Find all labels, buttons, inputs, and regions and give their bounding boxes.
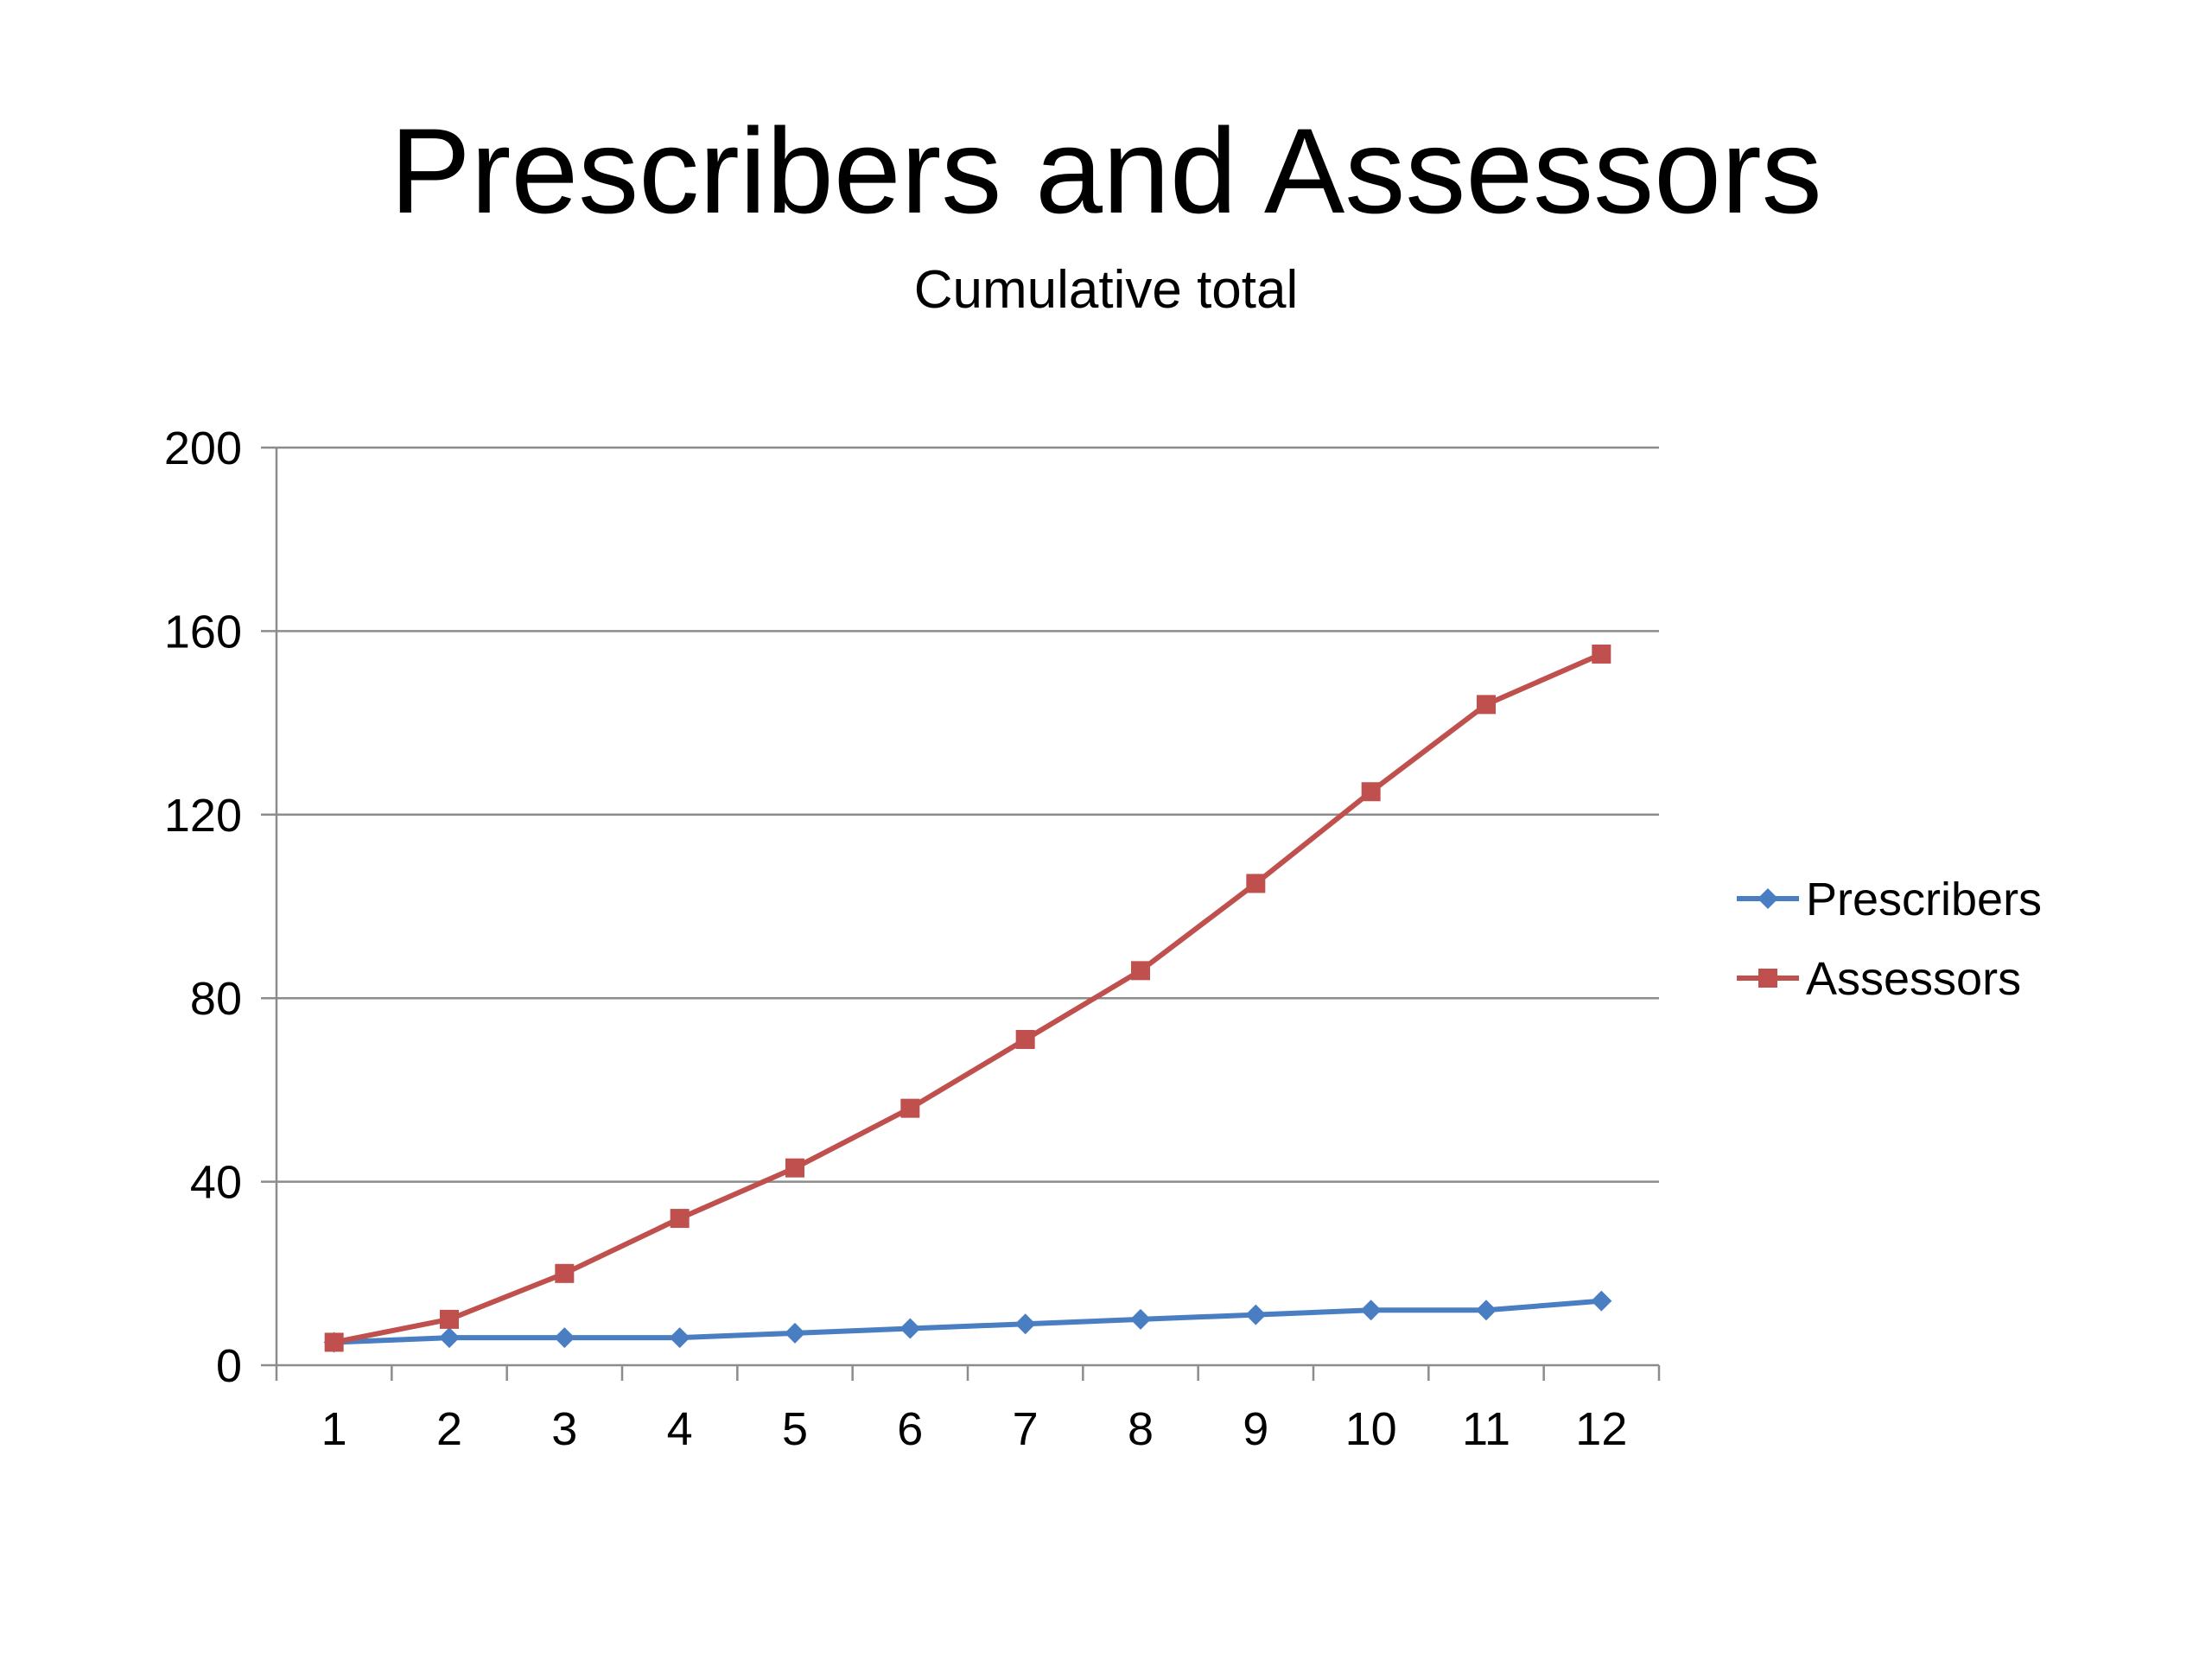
data-point [785,1322,805,1344]
data-point [1245,1304,1267,1325]
legend: Prescribers Assessors [1737,874,2042,1005]
chart-subtitle: Cumulative total [913,260,1299,320]
data-point [439,1327,460,1349]
legend-item-assessors: Assessors [1737,953,2021,1005]
data-point [669,1327,690,1349]
legend-label: Assessors [1806,953,2021,1005]
legend-item-prescribers: Prescribers [1737,874,2042,925]
data-point [1591,1290,1612,1312]
chart-title: Prescribers and Assessors [390,103,1822,238]
series-line [334,1298,1602,1345]
series-assessors [324,644,1611,1352]
data-point [1592,644,1611,664]
series-prescribers [323,1290,1612,1353]
data-point [900,1098,920,1118]
x-tick-label: 11 [1462,1403,1510,1455]
data-point [1014,1313,1036,1335]
data-point [555,1263,575,1283]
data-point [1246,874,1266,893]
data-point [554,1327,575,1349]
data-point [785,1158,804,1178]
x-tick-label: 4 [667,1403,693,1455]
x-tick-label: 7 [1013,1403,1039,1455]
data-series [323,644,1612,1353]
x-axis-tick-labels: 1 2 3 4 5 6 7 8 9 10 11 12 [321,1403,1628,1455]
y-tick-label: 40 [190,1157,242,1209]
data-point [670,1209,690,1229]
y-axis-tick-labels: 0 40 80 120 160 200 [164,423,242,1392]
legend-marker [1758,888,1778,909]
legend-label: Prescribers [1806,874,2042,925]
legend-marker [1758,969,1777,988]
data-point [899,1318,921,1339]
gridlines [276,446,1659,1183]
x-tick-label: 12 [1575,1403,1627,1455]
data-point [1130,1308,1151,1330]
y-tick-label: 160 [164,606,242,658]
y-tick-label: 120 [164,790,242,842]
y-tick-label: 0 [216,1340,242,1392]
x-tick-label: 1 [321,1403,347,1455]
data-point [1477,695,1496,715]
x-tick-label: 2 [436,1403,462,1455]
axes [261,446,1661,1381]
data-point [1476,1300,1497,1321]
y-tick-label: 200 [164,423,242,474]
y-tick-label: 80 [190,973,242,1025]
data-point [1360,1300,1382,1321]
data-point [1015,1029,1035,1049]
x-tick-label: 9 [1243,1403,1268,1455]
data-point [1131,961,1150,981]
series-line [334,652,1603,1345]
x-tick-label: 8 [1128,1403,1154,1455]
x-tick-label: 10 [1345,1403,1397,1455]
x-tick-label: 3 [551,1403,577,1455]
data-point [440,1309,459,1329]
data-point [324,1332,344,1352]
x-tick-label: 6 [897,1403,923,1455]
data-point [1361,782,1381,802]
x-tick-label: 5 [782,1403,808,1455]
